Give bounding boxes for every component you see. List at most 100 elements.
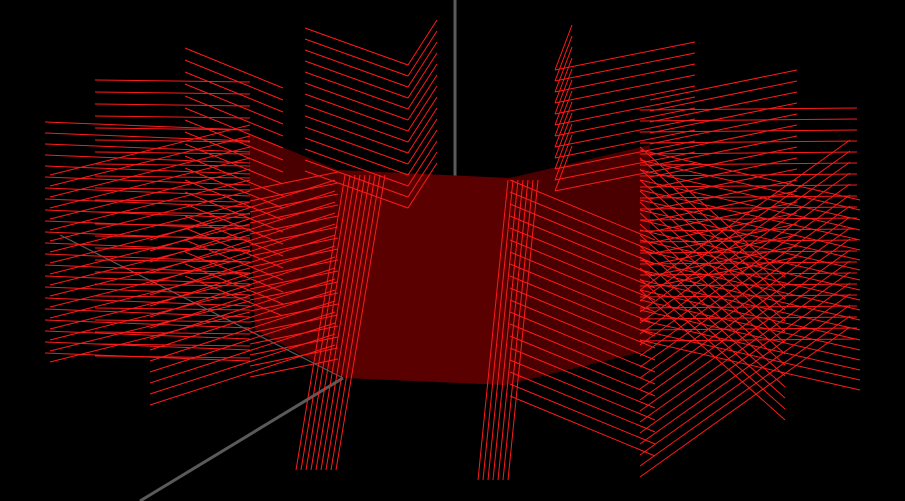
stripe-line (492, 179, 524, 481)
stripe-line (49, 179, 251, 231)
stripe-line (639, 326, 851, 478)
stripe-line (407, 151, 438, 198)
stripe-line (315, 174, 366, 471)
stripe-line (184, 59, 284, 101)
stripe-line (639, 146, 786, 278)
blade-front-left-edge (295, 174, 386, 471)
stripe-line (509, 371, 656, 433)
stripe-blades (44, 19, 861, 481)
stripe-line (304, 159, 409, 198)
stripe-line (184, 155, 284, 197)
stripe-line (639, 172, 851, 324)
stripe-line (639, 179, 786, 311)
blade-back-center-edge (407, 19, 438, 209)
stripe-line (554, 112, 573, 159)
stripe-line (639, 205, 851, 357)
stripe-line (49, 278, 251, 330)
stripe-line (554, 46, 573, 93)
stripe-line (184, 107, 284, 149)
stripe-line (509, 239, 656, 301)
stripe-line (407, 118, 438, 165)
stripe-line (94, 79, 251, 83)
stripe-line (49, 135, 251, 187)
stripe-line (94, 91, 251, 95)
stripe-line (554, 134, 573, 181)
stripe-line (407, 19, 438, 66)
stripe-line (639, 179, 861, 231)
stripe-line (639, 245, 786, 377)
blade-back-right-edge (554, 24, 573, 192)
stripe-line (184, 191, 284, 233)
stripe-line (94, 127, 251, 131)
stripe-line (94, 331, 251, 335)
stripe-line (554, 145, 573, 192)
stripe-line (639, 223, 786, 355)
stripe-line (639, 279, 861, 331)
stripe-line (509, 311, 656, 373)
stripe-line (639, 315, 851, 467)
stripe-line (639, 159, 861, 211)
stripe-line (295, 174, 346, 471)
stripe-line (304, 38, 409, 77)
stripe-line (249, 182, 339, 202)
stripe-line (44, 154, 251, 164)
stripe-line (407, 129, 438, 176)
stripe-line (502, 179, 534, 481)
stripe-line (639, 239, 858, 243)
stripe-line (94, 187, 251, 191)
stripe-line (509, 335, 656, 397)
stripe-line (639, 199, 861, 251)
stripe-line (639, 260, 851, 412)
stripe-line (649, 146, 798, 178)
stripe-line (509, 287, 656, 349)
depth-axis (139, 376, 344, 501)
stripe-line (49, 168, 251, 220)
stripe-line (49, 311, 251, 363)
stripe-line (49, 212, 251, 264)
stripe-line (249, 358, 339, 378)
stripe-line (509, 215, 656, 277)
stripe-line (554, 57, 573, 104)
stripe-line (639, 299, 861, 351)
stripe-line (639, 282, 851, 434)
stripe-line (407, 63, 438, 110)
stripe-line (554, 41, 696, 71)
stripe-line (639, 107, 858, 111)
stripe-line (554, 140, 696, 170)
stripe-line (249, 336, 339, 356)
stripe-line (639, 195, 858, 199)
core-panel-front (338, 170, 510, 385)
stripe-line (639, 151, 858, 155)
stripe-line (184, 215, 284, 257)
stripe-line (649, 190, 798, 222)
stripe-line (554, 101, 573, 148)
stripe-line (639, 338, 858, 342)
stripe-line (554, 129, 696, 159)
blade-right-lower (639, 146, 786, 421)
stripe-line (639, 162, 858, 166)
stripe-line (649, 113, 798, 145)
stripe-line (335, 174, 386, 471)
stripe-line (554, 35, 573, 82)
stripe-line (300, 174, 351, 471)
stripe-line (49, 201, 251, 253)
stripe-line (249, 204, 339, 224)
stripe-line (509, 299, 656, 361)
stripe-line (649, 157, 798, 189)
stripe-line (639, 304, 851, 456)
stripe-line (554, 123, 573, 170)
stripe-line (639, 189, 861, 241)
stripe-line (184, 95, 284, 137)
stripe-line (249, 171, 339, 191)
stripe-line (639, 209, 861, 261)
stripe-line (184, 167, 284, 209)
stripe-line (304, 170, 409, 209)
stripe-line (639, 194, 851, 346)
stripe-line (509, 179, 656, 241)
stripe-line (304, 93, 409, 132)
stripe-line (304, 49, 409, 88)
stripe-line (649, 245, 798, 277)
stripe-line (639, 228, 858, 232)
